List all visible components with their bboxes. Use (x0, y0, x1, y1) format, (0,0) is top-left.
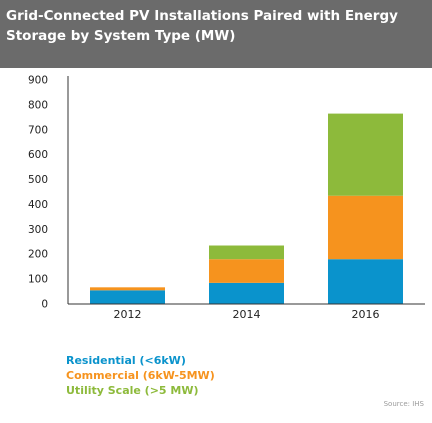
y-tick-label: 400 (28, 199, 48, 211)
y-tick-label: 600 (28, 149, 48, 161)
bar-2014-commercial (209, 259, 284, 283)
legend-entry-utility: Utility Scale (>5 MW) (66, 384, 199, 397)
x-tick-label: 2012 (114, 308, 142, 321)
bar-2016-commercial (328, 195, 403, 260)
y-tick-label: 900 (28, 75, 48, 87)
y-tick-label: 200 (28, 249, 48, 261)
bar-2014-residential (209, 282, 284, 304)
x-tick-label: 2014 (233, 308, 261, 321)
chart-title-banner: Grid-Connected PV Installations Paired w… (0, 0, 432, 68)
bar-2016-utility (328, 113, 403, 196)
y-tick-label: 100 (28, 274, 48, 286)
legend-entry-commercial: Commercial (6kW-5MW) (66, 369, 215, 382)
stacked-bar-chart: 0 100 200 300 400 500 600 700 800 900 2012 2014 2016 (28, 75, 425, 321)
legend: Residential (<6kW) Commercial (6kW-5MW) … (66, 353, 215, 398)
x-tick-label: 2016 (352, 308, 380, 321)
source-note: Source: IHS (383, 400, 424, 408)
y-tick-label: 0 (41, 299, 48, 311)
y-tick-label: 300 (28, 224, 48, 236)
y-tick-label: 700 (28, 124, 48, 136)
bar-2012-commercial (90, 287, 165, 291)
legend-entry-residential: Residential (<6kW) (66, 354, 186, 367)
chart-title: Grid-Connected PV Installations Paired w… (6, 8, 398, 44)
y-tick-label: 800 (28, 99, 48, 111)
bar-2014-utility (209, 245, 284, 260)
y-tick-label: 500 (28, 174, 48, 186)
bar-2012-residential (90, 290, 165, 304)
bar-2016-residential (328, 259, 403, 304)
